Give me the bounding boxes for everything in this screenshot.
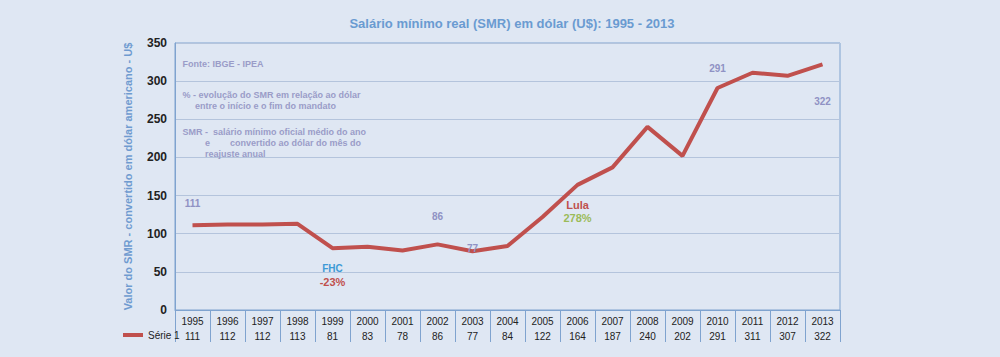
svg-text:300: 300: [147, 74, 167, 88]
svg-text:Lula: Lula: [566, 199, 589, 211]
svg-text:2001: 2001: [391, 316, 414, 327]
svg-text:77: 77: [467, 243, 479, 254]
svg-text:-23%: -23%: [320, 276, 346, 288]
svg-text:1997: 1997: [251, 316, 274, 327]
svg-text:86: 86: [432, 331, 444, 342]
svg-text:150: 150: [147, 189, 167, 203]
svg-text:81: 81: [327, 331, 339, 342]
svg-text:2003: 2003: [461, 316, 484, 327]
svg-text:122: 122: [534, 331, 551, 342]
svg-text:1999: 1999: [321, 316, 344, 327]
svg-text:2009: 2009: [671, 316, 694, 327]
svg-text:2007: 2007: [601, 316, 624, 327]
svg-text:250: 250: [147, 112, 167, 126]
svg-text:2012: 2012: [776, 316, 799, 327]
svg-text:322: 322: [814, 331, 831, 342]
svg-text:86: 86: [432, 211, 444, 222]
svg-text:2010: 2010: [706, 316, 729, 327]
svg-text:84: 84: [502, 331, 514, 342]
svg-text:78: 78: [397, 331, 409, 342]
svg-text:100: 100: [147, 227, 167, 241]
svg-text:112: 112: [220, 331, 236, 342]
svg-text:202: 202: [674, 331, 691, 342]
svg-text:291: 291: [709, 63, 726, 74]
svg-text:2000: 2000: [356, 316, 379, 327]
svg-text:1995: 1995: [181, 316, 204, 327]
svg-text:164: 164: [569, 331, 586, 342]
svg-text:2005: 2005: [531, 316, 554, 327]
svg-text:Série 1: Série 1: [148, 330, 180, 341]
svg-text:2013: 2013: [811, 316, 834, 327]
svg-text:50: 50: [154, 265, 168, 279]
svg-text:240: 240: [639, 331, 656, 342]
svg-text:% - evolução do SMR em relação: % - evolução do SMR em relação ao dólar: [183, 90, 362, 100]
svg-text:entre o início e o fim do mand: entre o início e o fim do mandato: [183, 101, 337, 111]
svg-text:2011: 2011: [742, 316, 764, 327]
svg-text:311: 311: [745, 331, 761, 342]
svg-text:Salário mínimo real (SMR) em d: Salário mínimo real (SMR) em dólar (U$):…: [349, 16, 674, 31]
svg-text:Valor do SMR - convertido em d: Valor do SMR - convertido em dólar ameri…: [122, 43, 134, 311]
svg-text:111: 111: [185, 198, 201, 209]
svg-text:2002: 2002: [426, 316, 449, 327]
svg-text:83: 83: [362, 331, 374, 342]
svg-text:112: 112: [255, 331, 271, 342]
svg-text:2006: 2006: [566, 316, 589, 327]
svg-text:reajuste anual: reajuste anual: [183, 149, 266, 159]
svg-text:1996: 1996: [216, 316, 239, 327]
svg-text:0: 0: [160, 303, 167, 317]
svg-text:Fonte: IBGE - IPEA: Fonte: IBGE - IPEA: [183, 59, 265, 69]
svg-text:278%: 278%: [563, 212, 591, 224]
svg-text:2008: 2008: [636, 316, 659, 327]
svg-text:291: 291: [709, 331, 726, 342]
svg-text:SMR - salário mínimo oficial: SMR - salário mínimo oficial médio do an…: [183, 127, 367, 137]
svg-text:1998: 1998: [286, 316, 309, 327]
svg-text:e convertido ao dólar d: e convertido ao dólar do mês do: [183, 138, 362, 148]
svg-text:111: 111: [185, 331, 201, 342]
svg-text:187: 187: [604, 331, 621, 342]
svg-text:307: 307: [779, 331, 796, 342]
svg-text:2004: 2004: [496, 316, 519, 327]
svg-text:FHC: FHC: [322, 263, 343, 274]
svg-text:77: 77: [467, 331, 479, 342]
svg-text:113: 113: [290, 331, 306, 342]
svg-text:350: 350: [147, 36, 167, 50]
svg-text:322: 322: [814, 96, 831, 107]
svg-text:200: 200: [147, 150, 167, 164]
